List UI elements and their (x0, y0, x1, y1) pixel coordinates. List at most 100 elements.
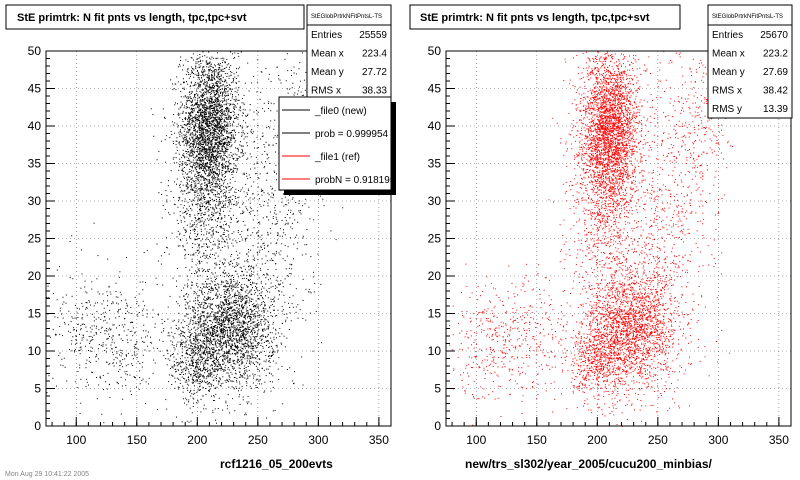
scatter-point (224, 204, 226, 206)
scatter-point (198, 144, 200, 146)
scatter-point (185, 112, 187, 114)
scatter-point (173, 337, 175, 339)
scatter-point (246, 271, 248, 273)
scatter-point (191, 145, 193, 147)
scatter-point (255, 358, 257, 360)
scatter-point (190, 123, 192, 125)
scatter-point (219, 329, 221, 331)
scatter-point (200, 143, 202, 145)
scatter-point (183, 127, 185, 129)
scatter-point (244, 303, 246, 305)
scatter-point (210, 287, 212, 289)
scatter-point (249, 363, 251, 365)
scatter-point (220, 121, 222, 123)
scatter-point (210, 171, 212, 173)
scatter-point (186, 208, 188, 210)
scatter-point (202, 83, 204, 85)
scatter-point (167, 185, 169, 187)
scatter-point (206, 124, 208, 126)
scatter-point (215, 345, 217, 347)
scatter-point (220, 75, 222, 77)
scatter-point (241, 358, 243, 360)
scatter-point (269, 351, 271, 353)
scatter-point (237, 147, 239, 149)
scatter-point (227, 351, 229, 353)
scatter-point (217, 224, 218, 226)
scatter-point (163, 330, 164, 332)
scatter-point (248, 296, 250, 298)
scatter-point (230, 333, 232, 335)
scatter-point (277, 351, 278, 353)
scatter-point (204, 108, 206, 110)
scatter-point (199, 263, 201, 265)
scatter-point (222, 382, 224, 384)
scatter-point (175, 89, 177, 91)
scatter-point (188, 117, 190, 118)
scatter-point (239, 295, 241, 297)
scatter-point (237, 352, 239, 353)
scatter-point (182, 140, 184, 142)
scatter-point (241, 230, 243, 232)
scatter-point (199, 168, 200, 170)
scatter-point (202, 175, 204, 177)
scatter-point (220, 70, 222, 72)
scatter-point (237, 89, 239, 91)
scatter-point (204, 111, 206, 113)
scatter-point (202, 204, 204, 206)
scatter-point (177, 103, 178, 105)
scatter-point (212, 75, 214, 77)
scatter-point (207, 163, 209, 165)
scatter-point (231, 339, 233, 341)
scatter-point (235, 134, 236, 136)
scatter-point (235, 165, 237, 167)
scatter-point (238, 294, 240, 296)
scatter-point (199, 306, 201, 308)
scatter-point (203, 106, 205, 108)
scatter-point (266, 417, 267, 419)
scatter-point (209, 268, 211, 270)
scatter-point (188, 171, 190, 173)
scatter-point (237, 159, 238, 161)
scatter-point (232, 88, 234, 90)
scatter-point (153, 135, 155, 137)
scatter-point (224, 152, 226, 154)
scatter-point (209, 152, 211, 154)
scatter-point (220, 185, 222, 187)
scatter-point (193, 398, 195, 400)
scatter-point (221, 172, 223, 174)
scatter-point (224, 355, 226, 357)
scatter-point (270, 337, 272, 339)
scatter-point (225, 149, 226, 151)
scatter-point (249, 153, 251, 155)
scatter-point (241, 283, 243, 285)
scatter-point (225, 340, 226, 342)
scatter-point (224, 94, 226, 96)
scatter-point (214, 79, 216, 81)
scatter-point (274, 309, 275, 311)
scatter-point (246, 346, 248, 347)
scatter-point (200, 166, 201, 168)
scatter-point (215, 264, 217, 266)
scatter-point (220, 191, 222, 192)
scatter-point (216, 119, 218, 120)
scatter-point (202, 70, 204, 72)
scatter-point (228, 75, 230, 77)
scatter-point (209, 100, 210, 102)
scatter-point (236, 331, 238, 333)
scatter-point (187, 61, 189, 62)
scatter-point (209, 180, 210, 182)
scatter-point (203, 377, 205, 379)
scatter-point (229, 132, 231, 134)
scatter-point (206, 105, 208, 107)
scatter-point (222, 206, 223, 208)
scatter-point (230, 282, 232, 284)
scatter-point (208, 101, 210, 103)
scatter-point (193, 121, 195, 123)
scatter-point (188, 120, 190, 122)
scatter-point (221, 110, 222, 112)
scatter-point (209, 218, 211, 220)
scatter-point (204, 196, 206, 198)
scatter-point (217, 101, 219, 103)
scatter-point (191, 226, 193, 228)
scatter-point (207, 123, 209, 125)
